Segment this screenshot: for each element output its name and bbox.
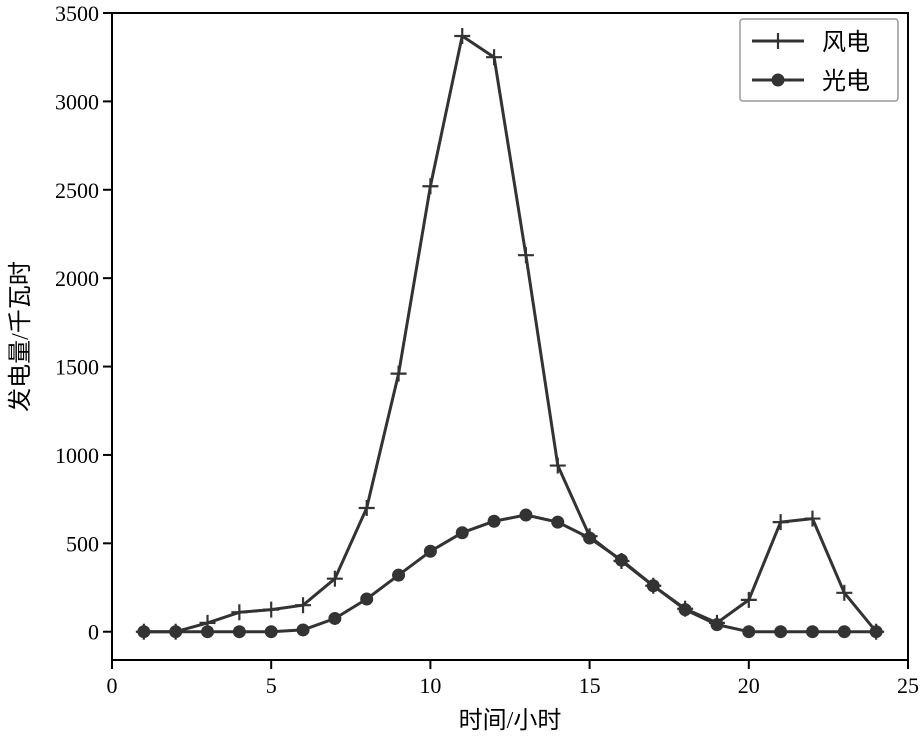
legend-label: 风电 (822, 29, 870, 56)
x-axis-title: 时间/小时 (459, 707, 562, 734)
data-point-circle (678, 603, 692, 617)
y-tick-label: 3500 (55, 1, 99, 26)
data-point-plus (390, 365, 407, 382)
data-point-circle (551, 515, 565, 529)
legend-item: 风电 (752, 29, 870, 56)
legend-item: 光电 (752, 68, 870, 95)
x-axis-ticks: 0 5 10 15 20 25 (107, 660, 919, 698)
x-tick-label: 10 (419, 673, 441, 698)
y-tick-label: 500 (66, 531, 99, 556)
data-point-plus (358, 499, 375, 516)
x-tick-label: 20 (738, 673, 760, 698)
data-point-circle (583, 531, 597, 545)
y-tick-label: 1500 (55, 355, 99, 380)
data-point-circle (646, 579, 660, 593)
data-point-plus (454, 27, 471, 44)
axes (111, 12, 909, 661)
series-layer (135, 27, 885, 640)
y-tick-label: 2500 (55, 178, 99, 203)
y-tick-label: 2000 (55, 266, 99, 291)
data-point-plus (486, 49, 503, 66)
data-point-plus (517, 247, 534, 264)
data-point-plus (740, 591, 757, 608)
data-point-circle (360, 592, 374, 606)
data-point-circle (264, 625, 278, 639)
data-point-plus (549, 457, 566, 474)
data-point-circle (519, 508, 533, 522)
y-axis-ticks: 0 500 1000 1500 2000 2500 3000 3500 (55, 1, 112, 645)
data-point-circle (805, 625, 819, 639)
plot-frame (111, 12, 909, 661)
data-point-plus (772, 514, 789, 531)
data-point-circle (771, 73, 785, 87)
data-point-plus (836, 584, 853, 601)
data-point-circle (423, 544, 437, 558)
data-point-plus (231, 604, 248, 621)
data-point-circle (710, 618, 724, 632)
y-tick-label: 3000 (55, 89, 99, 114)
data-point-plus (326, 570, 343, 587)
y-tick-label: 0 (88, 620, 99, 645)
data-point-plus (295, 597, 312, 614)
data-point-circle (869, 625, 883, 639)
y-axis-title: 发电量/千瓦时 (7, 261, 34, 412)
data-point-circle (614, 553, 628, 567)
y-tick-label: 1000 (55, 443, 99, 468)
data-point-circle (201, 625, 215, 639)
data-point-circle (837, 625, 851, 639)
data-point-plus (770, 33, 786, 49)
data-point-circle (169, 625, 183, 639)
data-point-circle (742, 625, 756, 639)
data-point-circle (232, 625, 246, 639)
x-tick-label: 5 (266, 673, 277, 698)
data-point-circle (455, 526, 469, 540)
data-point-circle (392, 568, 406, 582)
data-point-plus (804, 510, 821, 527)
data-point-plus (263, 601, 280, 618)
data-point-circle (296, 623, 310, 637)
x-tick-label: 25 (897, 673, 919, 698)
data-point-circle (487, 514, 501, 528)
series-circle (137, 508, 883, 639)
data-point-plus (422, 178, 439, 195)
data-point-circle (774, 625, 788, 639)
x-tick-label: 15 (579, 673, 601, 698)
data-point-circle (137, 625, 151, 639)
data-point-circle (328, 611, 342, 625)
legend-label: 光电 (822, 68, 870, 95)
x-tick-label: 0 (107, 673, 118, 698)
legend-box (739, 18, 899, 102)
